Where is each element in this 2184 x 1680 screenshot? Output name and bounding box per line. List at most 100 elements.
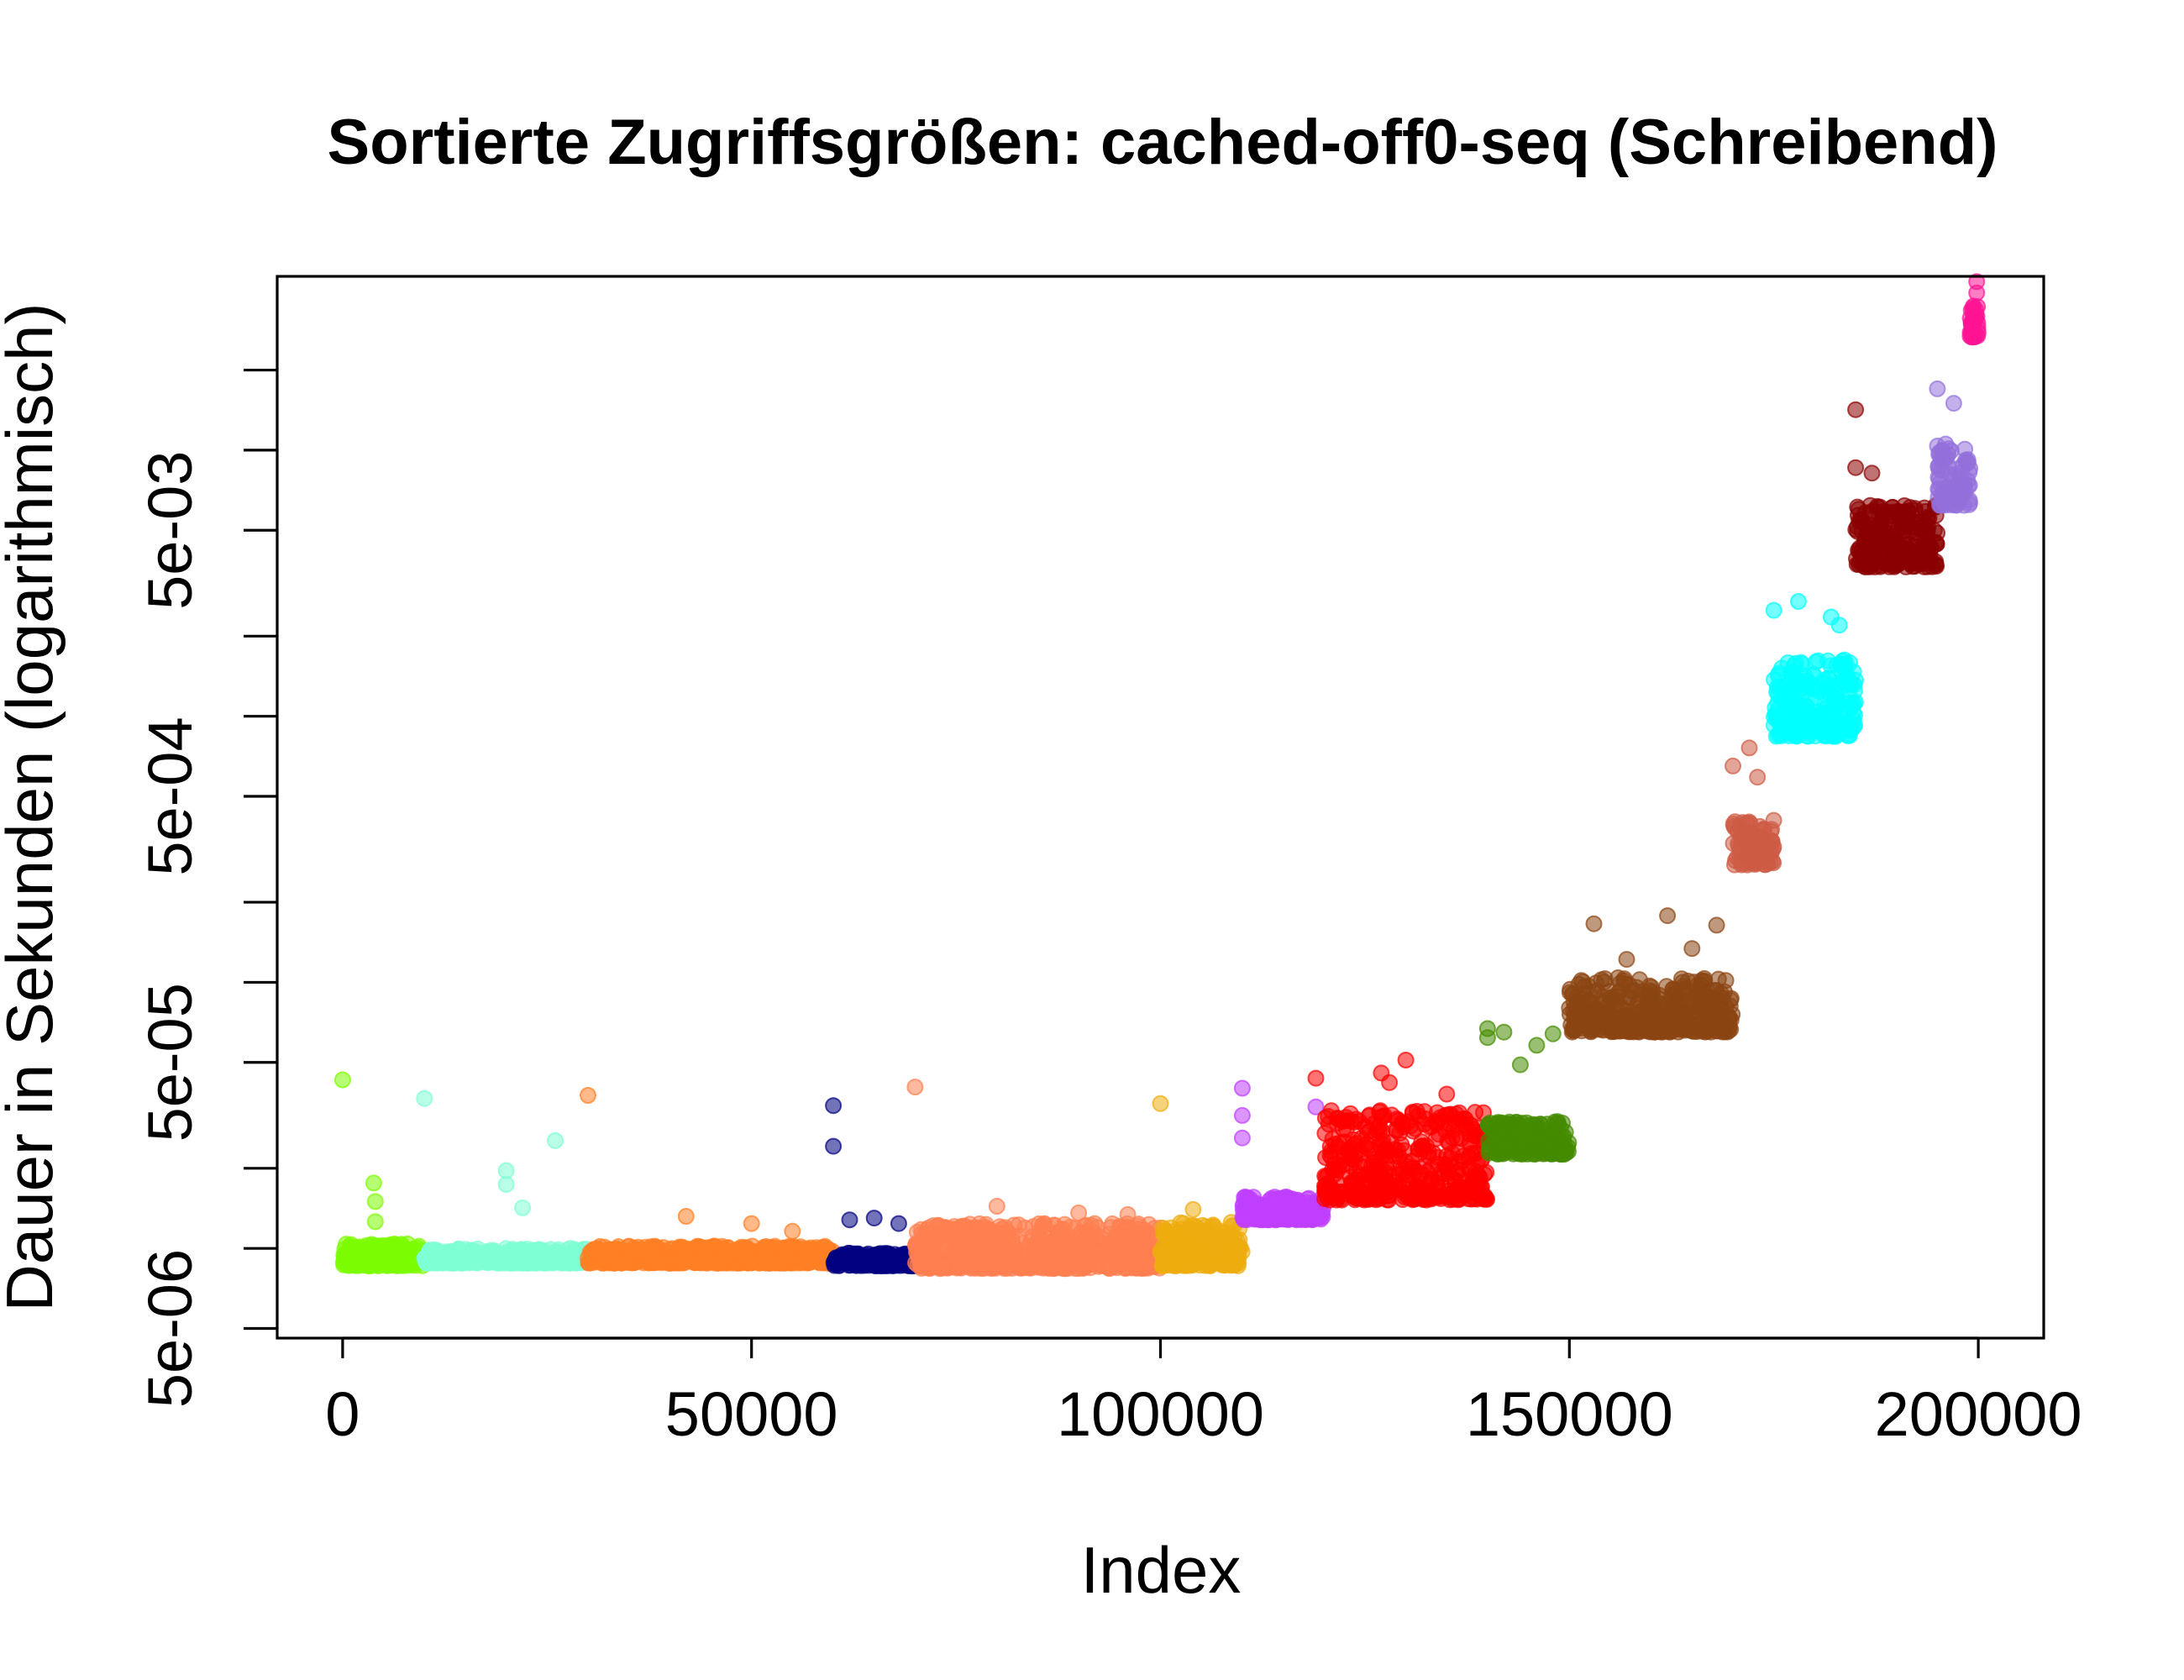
series-0	[333, 1071, 433, 1274]
data-point	[691, 1238, 709, 1256]
x-tick-label: 200000	[1875, 1379, 2082, 1449]
data-point	[1690, 984, 1708, 1002]
data-point	[1887, 538, 1904, 556]
outlier-point	[1830, 617, 1848, 634]
x-tick-label: 100000	[1057, 1379, 1264, 1449]
data-point	[1720, 1018, 1738, 1036]
outlier-point	[1070, 1204, 1088, 1221]
data-point	[1920, 540, 1938, 558]
data-point	[620, 1238, 638, 1255]
data-point	[671, 1253, 689, 1271]
data-point	[1576, 978, 1593, 995]
y-tick-label: 5e-06	[135, 1249, 205, 1408]
data-point	[1320, 1178, 1338, 1195]
outlier-point	[841, 1211, 858, 1229]
data-point	[1357, 1137, 1374, 1155]
data-point	[1726, 856, 1743, 874]
plot-frame	[276, 275, 2045, 1340]
outlier-point	[906, 1079, 924, 1096]
data-point	[378, 1257, 395, 1274]
data-point	[360, 1251, 377, 1268]
outlier-point	[743, 1215, 760, 1232]
data-point	[1397, 1153, 1414, 1171]
outlier-point	[416, 1089, 433, 1107]
data-point	[1561, 1005, 1578, 1023]
series-10	[1725, 739, 1782, 874]
y-tick-label: 5e-05	[135, 983, 205, 1142]
data-point	[1326, 1162, 1343, 1179]
data-point	[1506, 1142, 1524, 1160]
data-point	[1430, 1188, 1447, 1205]
data-point	[1872, 512, 1889, 529]
outlier-point	[988, 1198, 1005, 1215]
data-point	[1030, 1215, 1047, 1232]
data-point	[1817, 727, 1835, 744]
outlier-point	[1749, 769, 1767, 786]
outlier-point	[1708, 916, 1725, 934]
data-point	[1450, 1166, 1467, 1184]
outlier-point	[825, 1137, 843, 1155]
data-point	[1770, 664, 1788, 682]
outlier-point	[1184, 1200, 1202, 1218]
data-point	[519, 1254, 537, 1271]
data-point	[1005, 1216, 1023, 1234]
outlier-point	[1544, 1025, 1562, 1042]
data-point	[1766, 708, 1782, 726]
data-point	[400, 1256, 417, 1273]
outlier-point	[1119, 1205, 1137, 1223]
data-point	[991, 1218, 1009, 1236]
data-point	[1763, 821, 1781, 838]
series-13	[1929, 380, 1979, 514]
outlier-point	[677, 1208, 695, 1225]
data-point	[1845, 664, 1862, 680]
data-point	[704, 1252, 721, 1270]
outlier-point	[1438, 1085, 1456, 1103]
data-point	[1609, 969, 1627, 986]
data-point	[1121, 1241, 1138, 1258]
data-point	[1039, 1234, 1057, 1252]
data-point	[1412, 1187, 1429, 1204]
data-point	[1235, 1195, 1252, 1213]
data-point	[1929, 469, 1947, 486]
outlier-point	[1152, 1095, 1169, 1112]
x-tick-label: 50000	[665, 1379, 838, 1449]
data-point	[1289, 1191, 1306, 1209]
data-point	[1653, 1023, 1671, 1041]
data-point	[1205, 1248, 1222, 1266]
outlier-point	[1307, 1069, 1325, 1087]
outlier-point	[1478, 1029, 1496, 1047]
data-point	[345, 1249, 363, 1267]
data-point	[1904, 523, 1922, 541]
data-point	[1964, 322, 1981, 339]
outlier-point	[1740, 739, 1758, 757]
data-point	[1956, 476, 1973, 493]
data-point	[1341, 1168, 1359, 1186]
data-point	[1416, 1110, 1434, 1127]
data-point	[1156, 1225, 1173, 1242]
data-point	[447, 1250, 465, 1268]
series-2	[580, 1087, 842, 1272]
outlier-point	[1929, 380, 1946, 397]
data-point	[1226, 1229, 1243, 1247]
data-point	[492, 1252, 510, 1269]
data-point	[1157, 1255, 1174, 1273]
data-point	[1427, 1130, 1445, 1147]
data-point	[1329, 1110, 1347, 1126]
data-point	[1030, 1252, 1047, 1269]
data-point	[1668, 988, 1686, 1005]
data-point	[1726, 819, 1744, 837]
data-point	[1453, 1181, 1471, 1199]
data-point	[1530, 1119, 1546, 1137]
data-point	[380, 1239, 397, 1257]
outlier-point	[1725, 757, 1741, 774]
data-point	[1454, 1152, 1472, 1170]
data-point	[1840, 727, 1857, 744]
data-point	[1356, 1190, 1373, 1208]
outlier-point	[1233, 1106, 1251, 1124]
data-point	[1004, 1251, 1021, 1268]
data-point	[1061, 1248, 1079, 1265]
x-tick-label: 0	[325, 1379, 360, 1449]
data-point	[1378, 1141, 1395, 1158]
chart-title: Sortierte Zugriffsgrößen: cached-off0-se…	[328, 107, 1998, 178]
outlier-point	[784, 1222, 801, 1240]
